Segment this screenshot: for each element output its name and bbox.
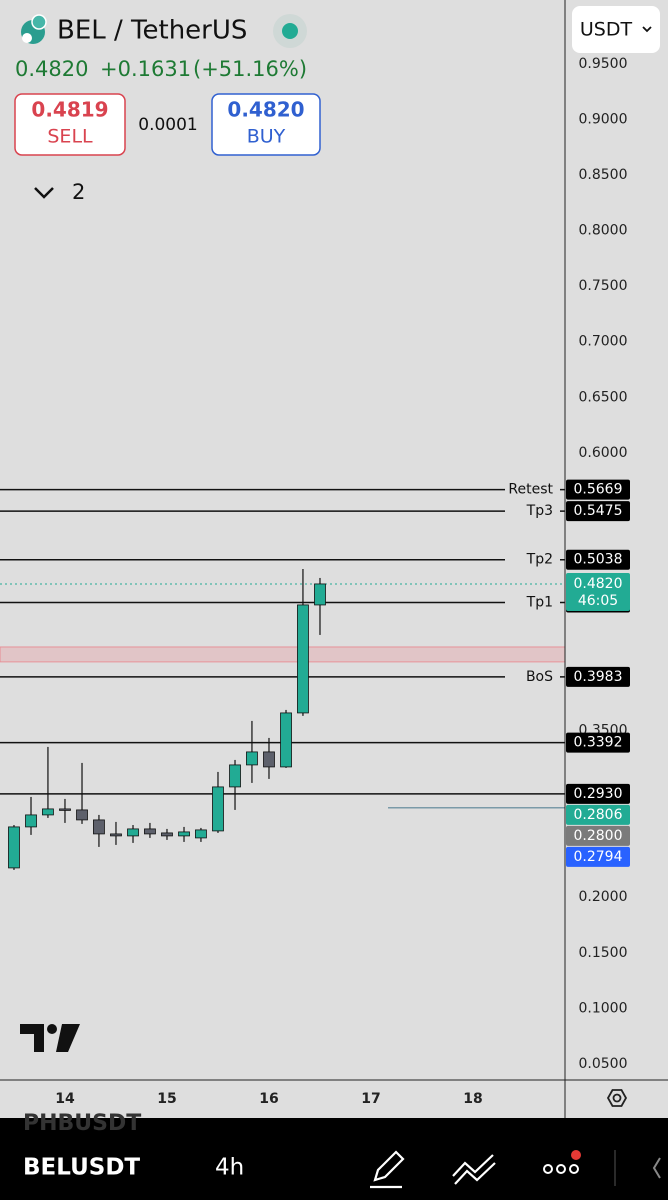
level-price-tag — [566, 666, 630, 687]
marker-label: 0.2794 — [574, 849, 623, 865]
candle-body — [246, 751, 258, 766]
level-name: Tp1 — [526, 594, 553, 610]
price-change-pct: (+51.16%) — [193, 57, 307, 81]
indicators-toggle[interactable]: 2 — [34, 180, 85, 204]
symbol-title: BEL / TetherUS — [57, 16, 247, 46]
price-change: +0.1631 — [100, 57, 191, 81]
more-menu[interactable] — [543, 1150, 581, 1174]
candle-body — [212, 786, 224, 832]
candle-body — [297, 604, 309, 714]
axis-layer: 0.9500 0.9000 0.8500 0.8000 0.7500 0.7000 0.65… — [55, 56, 630, 1107]
x-tick-label: 16 — [259, 1091, 278, 1107]
buy-price: 0.4820 — [227, 98, 304, 122]
candle-body — [25, 814, 37, 828]
last-price-label: 0.4820 — [574, 576, 623, 592]
candle-body — [76, 809, 88, 821]
supply-zone — [0, 646, 566, 663]
level-price-label: 0.5475 — [574, 503, 623, 519]
candle-body — [42, 808, 54, 816]
candle-body — [280, 712, 292, 768]
y-tick-label: 0.7500 — [579, 278, 628, 294]
y-tick-label: 0.9500 — [579, 56, 628, 72]
y-tick-label: 0.8000 — [579, 223, 628, 239]
candle-body — [178, 831, 190, 837]
level-price-label: 0.5669 — [574, 482, 623, 498]
chart-settings[interactable] — [606, 1089, 628, 1107]
sell-label: SELL — [47, 126, 93, 148]
candle-body — [195, 829, 207, 839]
level-name: Tp3 — [526, 503, 553, 519]
level-name: Tp2 — [526, 552, 553, 568]
level-price-tag — [566, 501, 630, 522]
candle-body — [144, 828, 156, 835]
level-name-bg — [505, 502, 560, 521]
collapse-arrow[interactable] — [652, 1157, 661, 1179]
level-price-label: 0.3983 — [574, 669, 623, 685]
candle-body — [8, 826, 20, 869]
countdown-label: 46:05 — [578, 593, 618, 609]
last-price-tag — [566, 572, 630, 611]
level-price-label: 0.5038 — [574, 552, 623, 568]
level-price-tag — [566, 732, 630, 753]
marker-tag — [566, 804, 630, 825]
level-price-label: 0.3392 — [574, 735, 623, 751]
y-tick-label: 0.6000 — [579, 445, 628, 461]
sell-price: 0.4819 — [31, 98, 108, 122]
level-price-tag — [566, 783, 630, 804]
status-dot — [282, 23, 298, 39]
currency: USDT — [580, 19, 633, 41]
tradingview-logo — [20, 1024, 80, 1052]
previous-symbol: PHBUSDT — [23, 1111, 141, 1136]
candle-body — [59, 808, 71, 811]
symbol-logo — [21, 14, 47, 44]
candle-body — [110, 833, 122, 837]
marker-tag — [566, 825, 630, 846]
indicator-tool[interactable] — [452, 1154, 496, 1185]
y-tick-label: 0.7000 — [579, 334, 628, 350]
y-tick-label: 0.1500 — [579, 945, 628, 961]
y-tick-label: 0.0500 — [579, 1056, 628, 1072]
y-tick-label: 0.2000 — [579, 889, 628, 905]
level-name: BoS — [526, 669, 553, 685]
y-tick-label: 0.6500 — [579, 389, 628, 405]
candle-body — [314, 583, 326, 606]
footer-symbol[interactable]: BELUSDT — [23, 1155, 140, 1181]
x-tick-label: 17 — [361, 1091, 380, 1107]
buy-label: BUY — [247, 126, 286, 148]
currency-dropdown[interactable]: USDT — [572, 6, 660, 53]
x-tick-label: 18 — [463, 1091, 482, 1107]
level-name-bg — [505, 550, 560, 569]
bottom-bar — [0, 1118, 668, 1200]
level-name-bg — [505, 593, 560, 612]
x-tick-label: 14 — [55, 1091, 75, 1107]
level-name: Retest — [508, 482, 553, 498]
level-price-tag — [566, 549, 630, 570]
indicators-count: 2 — [72, 180, 85, 204]
last-price: 0.4820 — [15, 57, 88, 81]
marker-tag — [566, 846, 630, 867]
marker-label: 0.2806 — [574, 807, 623, 823]
sell-button[interactable]: 0.4819 SELL — [14, 93, 126, 156]
candle-body — [161, 832, 173, 837]
y-tick-label: 0.9000 — [579, 112, 628, 128]
y-tick-label: 0.8500 — [579, 167, 628, 183]
buy-button[interactable]: 0.4820 BUY — [211, 93, 321, 156]
marker-label: 0.2800 — [574, 828, 623, 844]
level-price-label: 0.2930 — [574, 786, 623, 802]
spread: 0.0001 — [138, 115, 197, 135]
level-name-bg — [505, 667, 560, 686]
level-price-tag — [566, 479, 630, 500]
candle-body — [127, 828, 139, 837]
chart-layer: Retest Tp3 Tp2 Tp1 BoS — [0, 480, 566, 870]
draw-tool[interactable] — [370, 1150, 405, 1189]
candle-body — [229, 764, 241, 788]
candle-body — [263, 751, 275, 768]
x-tick-label: 15 — [157, 1091, 176, 1107]
y-tick-label: 0.1000 — [579, 1000, 628, 1016]
level-name-bg — [505, 480, 560, 499]
footer-interval[interactable]: 4h — [215, 1155, 244, 1181]
candle-body — [93, 819, 105, 835]
